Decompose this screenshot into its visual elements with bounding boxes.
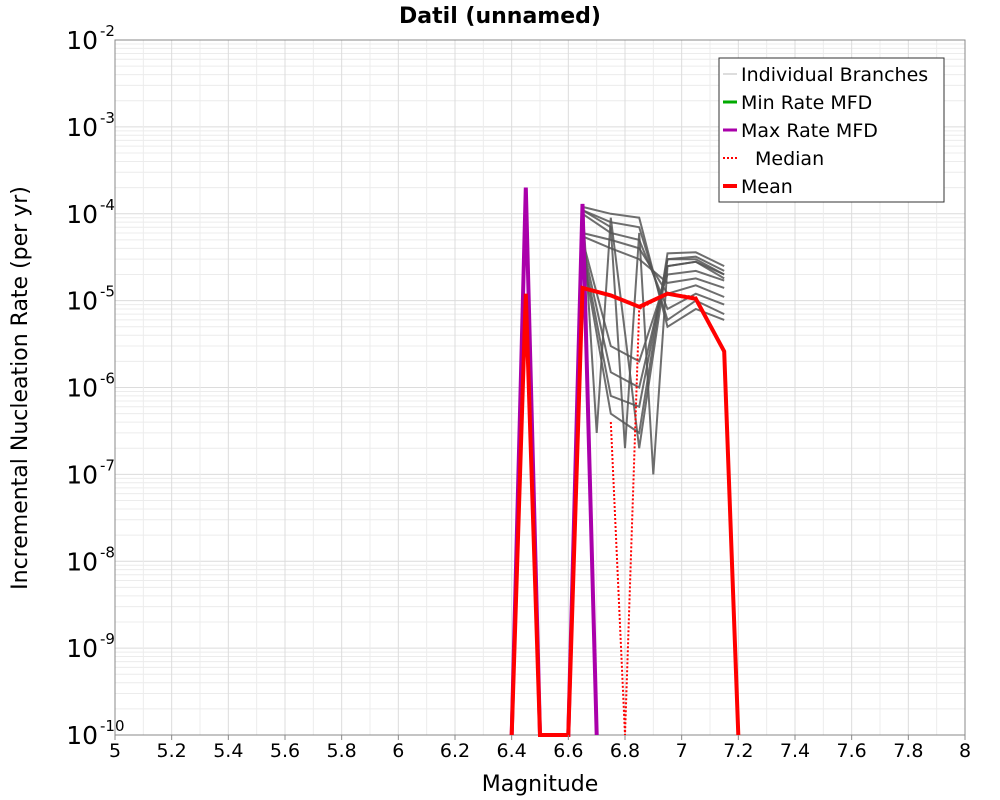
- branch-line: [581, 209, 725, 475]
- y-tick-label: 10: [66, 547, 98, 576]
- y-tick-label: 10: [66, 113, 98, 142]
- x-tick-label: 5.4: [213, 740, 243, 762]
- y-tick-exponent: -3: [100, 109, 115, 127]
- branch-line: [581, 248, 725, 409]
- branch-line: [581, 239, 725, 363]
- legend-label: Median: [755, 148, 824, 170]
- y-tick-exponent: -10: [100, 717, 125, 735]
- y-tick-exponent: -5: [100, 283, 115, 301]
- x-tick-label: 7.4: [780, 740, 810, 762]
- x-tick-label: 7.6: [837, 740, 867, 762]
- y-tick-exponent: -2: [100, 22, 115, 40]
- x-tick-label: 6.2: [440, 740, 470, 762]
- legend-box: [718, 57, 945, 203]
- y-axis-label: Incremental Nucleation Rate (per yr): [8, 186, 33, 590]
- y-tick-label: 10: [66, 460, 98, 489]
- chart-legend: Individual Branches Min Rate MFD Max Rate …: [718, 57, 945, 203]
- x-tick-label: 7: [676, 740, 688, 762]
- mean-line: [509, 285, 741, 737]
- series-layer: [509, 187, 741, 737]
- y-tick-label: 10: [66, 634, 98, 663]
- y-tick-exponent: -7: [100, 456, 115, 474]
- x-tick-label: 6: [392, 740, 404, 762]
- max-rate-mfd-line: [509, 187, 599, 737]
- branch-line: [581, 203, 725, 449]
- x-tick-label: 5.2: [157, 740, 187, 762]
- legend-label: Min Rate MFD: [741, 92, 872, 114]
- y-tick-exponent: -9: [100, 630, 115, 648]
- y-tick-label: 10: [66, 200, 98, 229]
- x-tick-label: 6.4: [497, 740, 527, 762]
- y-tick-exponent: -4: [100, 196, 115, 214]
- x-tick-label: 5.6: [270, 740, 300, 762]
- x-tick-label: 8: [959, 740, 971, 762]
- x-axis-ticks: 5 5.2 5.4 5.6 5.8 6 6.2 6.4 6.6 6.8 7 7.2 7.4 7.6 7.8 8: [109, 735, 971, 762]
- y-tick-label: 10: [66, 374, 98, 403]
- legend-label: Max Rate MFD: [741, 120, 878, 142]
- branch-line: [582, 235, 725, 289]
- x-tick-label: 6.8: [610, 740, 640, 762]
- y-tick-exponent: -6: [100, 370, 115, 388]
- x-tick-label: 7.8: [893, 740, 923, 762]
- y-tick-label: 10: [66, 721, 98, 750]
- legend-label: Mean: [741, 176, 793, 198]
- x-axis-label: Magnitude: [482, 772, 599, 797]
- x-tick-label: 7.2: [723, 740, 753, 762]
- chart-title: Datil (unnamed): [399, 4, 601, 29]
- branch-line: [581, 212, 725, 311]
- x-tick-label: 5.8: [327, 740, 357, 762]
- x-tick-label: 6.6: [553, 740, 583, 762]
- grid-layer: [114, 40, 966, 736]
- x-tick-label: 5: [109, 740, 121, 762]
- y-tick-label: 10: [66, 26, 98, 55]
- y-tick-exponent: -8: [100, 543, 115, 561]
- legend-label: Individual Branches: [741, 64, 928, 86]
- y-tick-label: 10: [66, 287, 98, 316]
- branch-line: [581, 251, 725, 435]
